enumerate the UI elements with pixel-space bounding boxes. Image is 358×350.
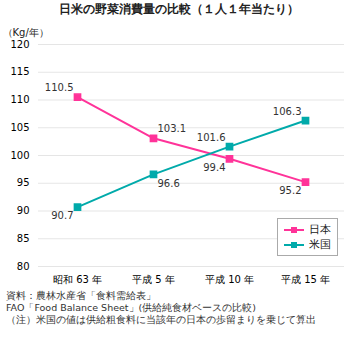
svg-text:100: 100 xyxy=(10,150,29,161)
svg-text:昭和 63 年: 昭和 63 年 xyxy=(53,274,102,285)
svg-text:平成 5 年: 平成 5 年 xyxy=(132,274,175,285)
svg-text:110.5: 110.5 xyxy=(45,82,74,93)
svg-text:95.2: 95.2 xyxy=(279,185,301,196)
svg-text:90: 90 xyxy=(17,205,30,216)
svg-text:80: 80 xyxy=(17,261,30,272)
svg-text:115: 115 xyxy=(10,66,29,77)
svg-text:110: 110 xyxy=(10,94,29,105)
svg-text:95: 95 xyxy=(17,177,30,188)
svg-text:101.6: 101.6 xyxy=(197,132,226,143)
svg-text:96.6: 96.6 xyxy=(158,178,180,189)
svg-text:99.4: 99.4 xyxy=(203,162,225,173)
svg-text:85: 85 xyxy=(17,233,30,244)
svg-text:106.3: 106.3 xyxy=(273,106,302,117)
html-text:米国: 米国 xyxy=(309,238,331,251)
html-text:日米の野菜消費量の比較（１人１年当たり）: 日米の野菜消費量の比較（１人１年当たり） xyxy=(59,2,299,16)
svg-text:平成 15 年: 平成 15 年 xyxy=(281,274,330,285)
svg-text:（Kg/年）: （Kg/年） xyxy=(3,27,49,38)
html-text:FAO「Food Balance Sheet」(供給純食材ベ: FAO「Food Balance Sheet」(供給純食材ベースの比較) xyxy=(6,302,256,313)
svg-text:平成 10 年: 平成 10 年 xyxy=(205,274,254,285)
html-text:資料：農林水産省「食料需給表」: 資料：農林水産省「食料需給表」 xyxy=(6,290,156,301)
svg-text:90.7: 90.7 xyxy=(51,210,73,221)
svg-text:103.1: 103.1 xyxy=(158,123,187,134)
svg-text:120: 120 xyxy=(10,39,29,50)
html-text:（注）米国の値は供給粗食料に当該年の日本の歩留まりを乗じて算: （注）米国の値は供給粗食料に当該年の日本の歩留まりを乗じて算出 xyxy=(6,314,316,325)
svg-text:105: 105 xyxy=(10,122,29,133)
html-text:日本: 日本 xyxy=(309,223,331,236)
